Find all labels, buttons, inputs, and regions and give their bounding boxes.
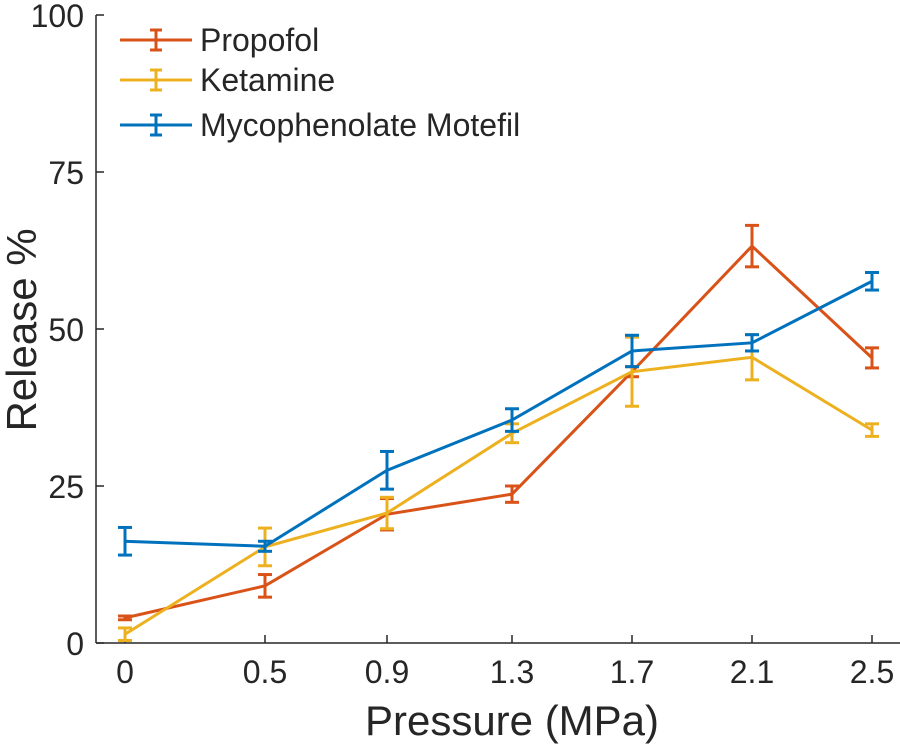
y-axis-label: Release % (0, 228, 45, 431)
legend-label: Propofol (200, 22, 319, 58)
x-tick-label: 1.3 (490, 654, 534, 690)
legend-label: Ketamine (200, 62, 335, 98)
y-tick-label: 75 (48, 155, 84, 191)
series-group (118, 223, 879, 642)
y-tick-label: 50 (48, 312, 84, 348)
y-tick-label: 25 (48, 469, 84, 505)
series-line (124, 279, 873, 548)
x-tick-label: 0.9 (365, 654, 409, 690)
x-tick-label: 0.5 (243, 654, 287, 690)
x-axis-label: Pressure (MPa) (365, 697, 659, 744)
x-tick-label: 1.7 (610, 654, 654, 690)
legend: Propofol Ketamine Mycophenolate Motefil (120, 22, 520, 143)
y-tick-label: 100 (31, 0, 84, 34)
x-tick-label: 2.5 (850, 654, 894, 690)
legend-label: Mycophenolate Motefil (200, 107, 520, 143)
series-mycophenolate-motefil (118, 270, 879, 557)
x-tick-label: 0 (116, 654, 134, 690)
x-tick-label: 2.1 (730, 654, 774, 690)
series-propofol (118, 223, 879, 622)
axes: 0 25 50 75 100 0 0.5 0.9 1.3 1.7 2.1 2.5 (31, 0, 900, 690)
series-line (124, 243, 874, 620)
y-tick-label: 0 (66, 626, 84, 662)
